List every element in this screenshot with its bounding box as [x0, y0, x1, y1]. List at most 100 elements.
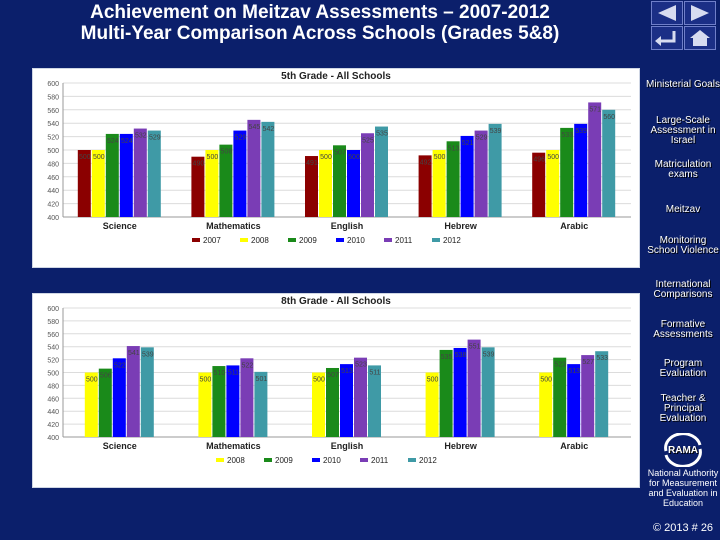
chart1-data-label: 545	[249, 124, 261, 131]
chart2-data-label: 513	[341, 368, 353, 375]
chart2-y-tick-label: 560	[47, 332, 59, 339]
chart1-bar-2010-arabic	[574, 123, 588, 217]
chart2-data-label: 523	[355, 362, 367, 369]
chart1-bar-2012-arabic	[602, 109, 616, 217]
chart2-data-label: 522	[114, 362, 126, 369]
chart2-legend-label-2009: 2009	[275, 456, 293, 465]
chart2-bar-2009-arabic	[553, 357, 567, 437]
chart2-data-label: 522	[242, 362, 254, 369]
title-line-1: Achievement on Meitzav Assessments – 200…	[90, 2, 550, 23]
rama-logo-text: RAMA	[668, 445, 698, 456]
chart1-data-label: 500	[79, 154, 91, 161]
chart1-data-label: 490	[193, 161, 205, 168]
chart2-bar-2008-science	[84, 372, 98, 437]
footer: © 2013 # 26	[646, 522, 720, 534]
slide-navigation	[651, 1, 717, 51]
chart2-data-label: 500	[313, 377, 325, 384]
chart1-bar-2007-mathematics	[191, 156, 205, 217]
chart1-data-label: 513	[448, 145, 460, 152]
chart2-data-label: 533	[596, 355, 608, 362]
sidebar-item-teacher-principal-evaluation[interactable]: Teacher & Principal Evaluation	[659, 393, 707, 424]
sidebar-item-meitzav[interactable]: Meitzav	[665, 204, 701, 215]
chart2-bar-2008-english	[312, 372, 325, 437]
return-button[interactable]	[651, 26, 683, 50]
chart2-bar-2010-hebrew	[453, 347, 467, 437]
chart1-data-label: 500	[434, 154, 446, 161]
chart1-bar-2012-english	[375, 126, 388, 217]
chart2-data-label: 551	[469, 344, 481, 351]
chart1-data-label: 496	[533, 157, 545, 164]
sidebar-item-matriculation[interactable]: Matriculation exams	[654, 159, 712, 180]
chart1-data-label: 535	[376, 131, 388, 138]
chart1-data-label: 500	[93, 154, 105, 161]
chart1-bar-2010-english	[347, 150, 360, 217]
chart1-legend-swatch-2010	[336, 238, 344, 242]
sidebar-item-monitoring-violence[interactable]: Monitoring School Violence	[647, 235, 719, 256]
chart1-bar-2011-hebrew	[474, 130, 488, 217]
chart1-data-label: 500	[547, 154, 559, 161]
chart-5th-grade: 5th Grade - All Schools 400 420 440 460 480 50…	[32, 68, 640, 268]
chart-8th-grade: 8th Grade - All Schools 400 420 440 460 480 50…	[32, 293, 640, 488]
chart1-bar-2008-english	[319, 150, 332, 217]
chart2-data-label: 511	[228, 369, 239, 376]
chart1-bar-2011-mathematics	[247, 119, 261, 217]
chart1-data-label: 508	[221, 149, 233, 156]
chart2-data-label: 541	[128, 350, 140, 357]
chart1-bar-2007-english	[305, 156, 318, 217]
chart1-bar-2009-mathematics	[219, 144, 233, 217]
page-number: # 26	[691, 522, 714, 534]
sidebar-item-formative-assessments[interactable]: Formative Assessments	[653, 319, 713, 340]
chart1-data-label: 525	[362, 137, 374, 144]
home-icon	[690, 30, 710, 46]
sidebar-item-international-comparisons[interactable]: International Comparisons	[653, 279, 713, 300]
home-button[interactable]	[684, 26, 716, 50]
sidebar-item-large-scale-assessment[interactable]: Large-Scale Assessment in Israel	[650, 115, 716, 146]
chart1-bar-2007-science	[77, 150, 91, 217]
chart2-bar-2011-hebrew	[467, 339, 481, 437]
chart-5th-grade-svg: 5th Grade - All Schools 400 420 440 460 480 50…	[47, 71, 631, 245]
chart1-y-tick-label: 460	[47, 175, 59, 182]
chart1-data-label: 500	[348, 154, 360, 161]
chart2-data-label: 539	[142, 351, 154, 358]
chart2-legend-swatch-2008	[216, 458, 224, 462]
chart1-category-label: Science	[103, 221, 137, 231]
chart1-bar-2010-mathematics	[233, 130, 247, 217]
chart1-legend-label-2011: 2011	[395, 236, 413, 245]
chart2-bar-2011-arabic	[581, 355, 595, 437]
chart2-y-tick-label: 460	[47, 396, 59, 403]
chart2-legend-label-2008: 2008	[227, 456, 245, 465]
sidebar-item-program-evaluation[interactable]: Program Evaluation	[659, 358, 707, 379]
chart2-y-tick-label: 420	[47, 422, 59, 429]
prev-icon	[658, 5, 676, 21]
chart2-legend-swatch-2011	[360, 458, 368, 462]
page-title: Achievement on Meitzav Assessments – 200…	[0, 0, 640, 48]
chart1-legend-label-2010: 2010	[347, 236, 365, 245]
sidebar: Ministerial Goals Large-Scale Assessment…	[646, 76, 720, 540]
prev-button[interactable]	[651, 1, 683, 25]
chart2-y-tick-label: 400	[47, 435, 59, 442]
chart1-bar-2012-hebrew	[488, 123, 502, 217]
chart2-data-label: 506	[100, 373, 112, 380]
chart1-legend-swatch-2007	[192, 238, 200, 242]
sidebar-item-ministerial-goals[interactable]: Ministerial Goals	[646, 79, 720, 90]
chart2-data-label: 510	[214, 370, 226, 377]
chart2-bar-2012-hebrew	[481, 347, 495, 437]
chart2-data-label: 527	[582, 359, 594, 366]
chart1-data-label: 529	[476, 135, 488, 142]
chart2-bar-2009-hebrew	[439, 349, 453, 437]
chart1-y-tick-label: 560	[47, 108, 59, 115]
organization-name: National Authority for Measurement and E…	[647, 468, 719, 508]
chart2-data-label: 513	[568, 368, 580, 375]
chart2-bar-2008-hebrew	[425, 372, 439, 437]
title-line-2: Multi-Year Comparison Across Schools (Gr…	[80, 23, 560, 44]
chart1-bar-2008-science	[91, 150, 105, 217]
chart2-category-label: English	[331, 441, 364, 451]
chart2-data-label: 500	[86, 377, 98, 384]
chart2-y-tick-label: 480	[47, 383, 59, 390]
chart2-y-tick-label: 540	[47, 345, 59, 352]
chart1-bar-2009-english	[333, 145, 346, 217]
chart1-y-tick-label: 500	[47, 148, 59, 155]
chart2-bar-2011-english	[354, 357, 367, 437]
next-button[interactable]	[684, 1, 716, 25]
chart1-data-label: 571	[589, 106, 601, 113]
